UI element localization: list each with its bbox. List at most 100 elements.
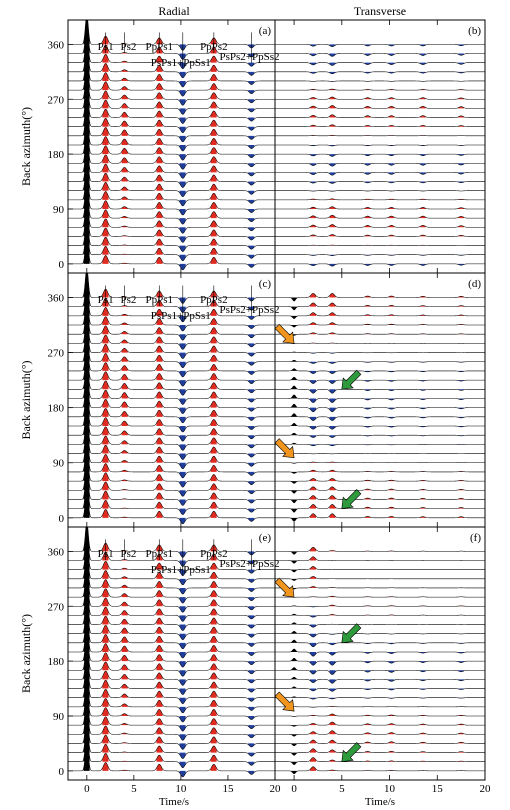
trace-line <box>275 206 485 210</box>
trace-line <box>275 413 485 421</box>
trace-line <box>68 22 275 60</box>
trace-line <box>275 486 485 494</box>
wiggle-fill <box>290 560 297 564</box>
wiggle-fill <box>102 597 109 607</box>
phase-label: Ps2 <box>121 41 137 53</box>
trace-line <box>275 757 485 765</box>
wiggle-fill <box>102 100 109 109</box>
wiggle-fill <box>102 325 109 335</box>
wiggle-fill <box>290 517 297 522</box>
trace-line <box>68 630 275 668</box>
trace-line <box>68 150 275 188</box>
trace-line <box>68 666 275 704</box>
wiggle-fill <box>102 72 109 81</box>
wiggle-fill <box>290 578 297 581</box>
wiggle-fill <box>102 707 109 716</box>
trace-line <box>275 613 485 618</box>
trace-line <box>68 440 275 479</box>
panel-frame <box>274 19 486 274</box>
wiggle-fill <box>102 164 109 173</box>
trace-line <box>68 675 275 714</box>
wiggle-fill <box>102 472 109 482</box>
wiggle-fill <box>290 471 297 474</box>
wiggle-fill <box>102 307 109 316</box>
annotation-arrow <box>341 489 362 509</box>
trace-line <box>68 104 275 143</box>
wiggle-fill <box>102 246 109 255</box>
trace-line <box>68 703 275 741</box>
trace-line <box>275 739 485 747</box>
wiggle-fill <box>102 680 109 689</box>
trace-line <box>68 168 275 207</box>
trace-line <box>275 721 485 727</box>
wiggle-fill <box>102 561 109 570</box>
trace-line <box>68 294 275 332</box>
panel-letter: (c) <box>259 278 272 290</box>
wiggle-fill <box>102 454 109 463</box>
trace-line <box>275 586 485 590</box>
wiggle-fill <box>290 481 297 484</box>
trace-line <box>68 68 275 106</box>
trace-line <box>275 513 485 522</box>
wiggle-fill <box>290 640 297 643</box>
trace-line <box>68 321 275 359</box>
wiggle-fill <box>290 394 297 399</box>
trace-line <box>68 694 275 732</box>
trace-line <box>68 86 275 124</box>
trace-line <box>275 44 485 47</box>
trace-line <box>275 595 485 598</box>
x-tick-label: 10 <box>384 783 396 795</box>
wiggle-fill <box>290 667 297 671</box>
trace-line <box>275 696 485 700</box>
wiggle-fill <box>102 698 109 707</box>
trace-line <box>275 190 485 192</box>
trace-line <box>275 639 485 648</box>
wiggle-fill <box>290 761 297 765</box>
wiggle-fill <box>290 622 297 625</box>
trace-line <box>275 686 485 692</box>
traces-a <box>68 20 275 271</box>
trace-line <box>68 685 275 723</box>
wiggle-fill <box>290 297 297 302</box>
trace-line <box>275 657 485 666</box>
trace-line <box>68 376 275 414</box>
wiggle-fill <box>102 173 109 182</box>
x-tick-label: 0 <box>84 783 90 795</box>
y-tick-label: 270 <box>48 601 65 613</box>
y-axis-label: Back azimuth(°) <box>19 614 33 693</box>
annotation-arrow <box>274 323 295 344</box>
panel-letter: (d) <box>468 278 481 290</box>
y-tick-label: 0 <box>59 259 65 271</box>
trace-line <box>275 244 485 246</box>
trace-line <box>68 77 275 115</box>
trace-line <box>275 604 485 608</box>
trace-line <box>68 529 275 567</box>
trace-line <box>68 557 275 595</box>
trace-line <box>275 504 485 513</box>
annotation-arrow <box>274 577 295 598</box>
trace-line <box>275 198 485 201</box>
annotation-arrow <box>341 623 362 644</box>
panel-frame <box>274 272 486 528</box>
wiggle-fill <box>102 762 109 771</box>
trace-line <box>275 376 485 384</box>
trace-line <box>68 40 275 79</box>
wiggle-fill <box>290 499 297 503</box>
wiggle-fill <box>290 770 297 774</box>
wiggle-fill <box>102 255 109 264</box>
x-tick-label: 15 <box>222 783 234 795</box>
trace-line <box>275 351 485 354</box>
wiggle-fill <box>102 90 109 100</box>
trace-line <box>68 566 275 604</box>
wiggle-fill <box>290 677 297 680</box>
y-tick-label: 180 <box>48 149 65 161</box>
x-tick-label: 15 <box>432 783 444 795</box>
trace-line <box>275 80 485 82</box>
trace-line <box>68 611 275 650</box>
y-tick-label: 270 <box>48 94 65 106</box>
wiggle-fill <box>102 509 109 518</box>
trace-line <box>275 495 485 504</box>
trace-line <box>68 303 275 341</box>
trace-line <box>275 96 485 100</box>
y-tick-label: 180 <box>48 403 65 415</box>
